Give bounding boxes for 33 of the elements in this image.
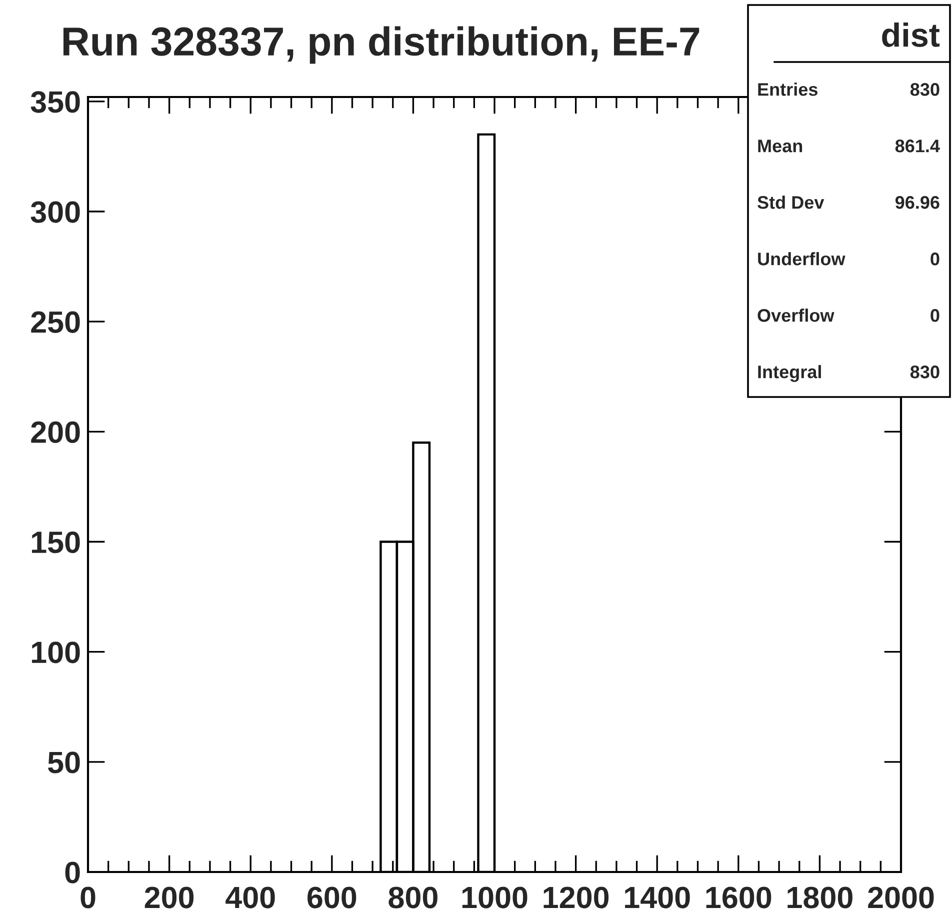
x-tick-label: 200 [144,886,194,908]
annotation: 96.96 [895,196,940,209]
annotation: Integral [758,365,821,382]
x-tick-label: 2000 [868,886,934,908]
x-tick-label: 1400 [625,886,690,908]
x-tick-label: 800 [388,886,438,908]
annotation: Underflow [758,252,846,266]
x-tick-label: 0 [80,886,96,908]
text: 830 [910,83,940,96]
annotation: Std Dev [758,196,824,209]
y-tick-label: 300 [30,201,80,223]
y-tick-label: 100 [32,642,80,664]
text: 0 [930,309,940,322]
text: Entries [758,82,818,96]
x-tick-label: 600 [308,886,356,908]
text: 0 [930,252,940,266]
text: dist [882,22,940,47]
y-tick-label: 350 [30,91,80,113]
annotation: Overflow [758,308,834,322]
x-tick-label: 1600 [706,886,772,908]
y-tick-label: 250 [31,311,80,333]
annotation: Mean [758,140,802,152]
text: 830 [910,366,940,378]
annotation: 861.4 [895,140,940,152]
x-tick-label: 1200 [544,886,609,908]
x-tick-label: 400 [226,886,275,908]
y-tick-label: 50 [48,752,80,774]
y-tick-label: 0 [65,862,80,884]
y-tick-label: 150 [32,531,80,554]
y-tick-label: 200 [31,421,80,444]
x-tick-label: 1000 [462,886,528,908]
x-tick-label: 1800 [788,886,852,908]
chart-title: Run 328337, pn distribution, EE-7 [63,26,700,64]
